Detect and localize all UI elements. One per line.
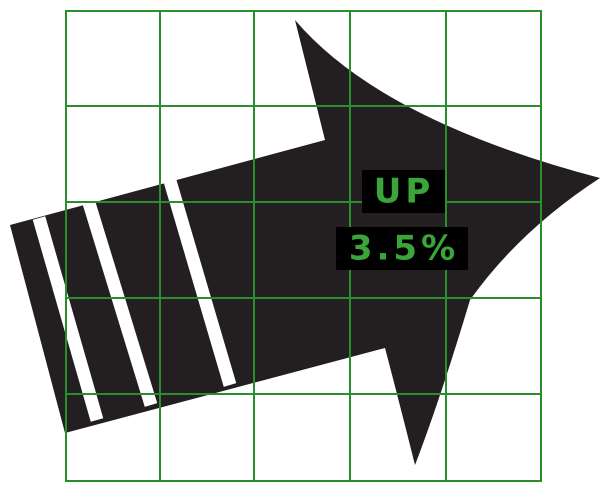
change-label: 3.5%	[349, 229, 459, 269]
direction-label: UP	[374, 172, 435, 212]
page: {"label": {"direction": "UP", "change": …	[0, 0, 603, 485]
illustration: UP 3.5%	[0, 0, 603, 485]
